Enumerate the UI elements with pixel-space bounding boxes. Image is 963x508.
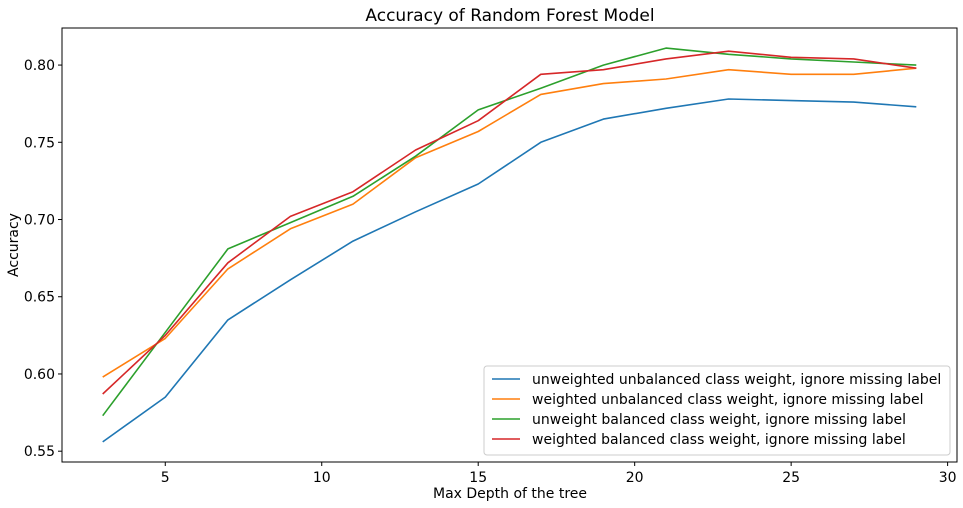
legend-label-1: unweighted unbalanced class weight, igno… (532, 372, 941, 388)
y-tick-label: 0.60 (24, 367, 55, 383)
x-tick-label: 5 (161, 470, 170, 486)
legend: unweighted unbalanced class weight, igno… (483, 365, 951, 456)
x-axis: 5 10 15 20 25 30 (161, 462, 957, 486)
x-tick-label: 25 (782, 470, 800, 486)
series-lines (102, 47, 917, 443)
y-tick-label: 0.55 (24, 444, 55, 460)
series-line-4 (102, 50, 917, 395)
y-tick-label: 0.75 (24, 135, 55, 151)
y-tick-label: 0.65 (24, 290, 55, 306)
chart-title: Accuracy of Random Forest Model (365, 6, 654, 26)
legend-box (483, 365, 951, 456)
y-tick-label: 0.70 (24, 213, 55, 229)
x-tick-label: 10 (313, 470, 331, 486)
series-line-1 (102, 98, 917, 443)
x-tick-label: 20 (626, 470, 644, 486)
x-tick-label: 30 (939, 470, 957, 486)
y-axis: 0.55 0.60 0.65 0.70 0.75 0.80 (24, 58, 62, 460)
legend-label-3: unweight balanced class weight, ignore m… (532, 412, 906, 428)
series-line-3 (102, 47, 917, 417)
legend-label-4: weighted balanced class weight, ignore m… (532, 432, 906, 448)
x-tick-label: 15 (469, 470, 487, 486)
y-axis-title: Accuracy (6, 213, 22, 277)
y-tick-label: 0.80 (24, 58, 55, 74)
legend-label-2: weighted unbalanced class weight, ignore… (532, 392, 923, 408)
series-line-2 (102, 67, 917, 378)
x-axis-title: Max Depth of the tree (433, 486, 587, 502)
plot-frame (61, 27, 958, 463)
